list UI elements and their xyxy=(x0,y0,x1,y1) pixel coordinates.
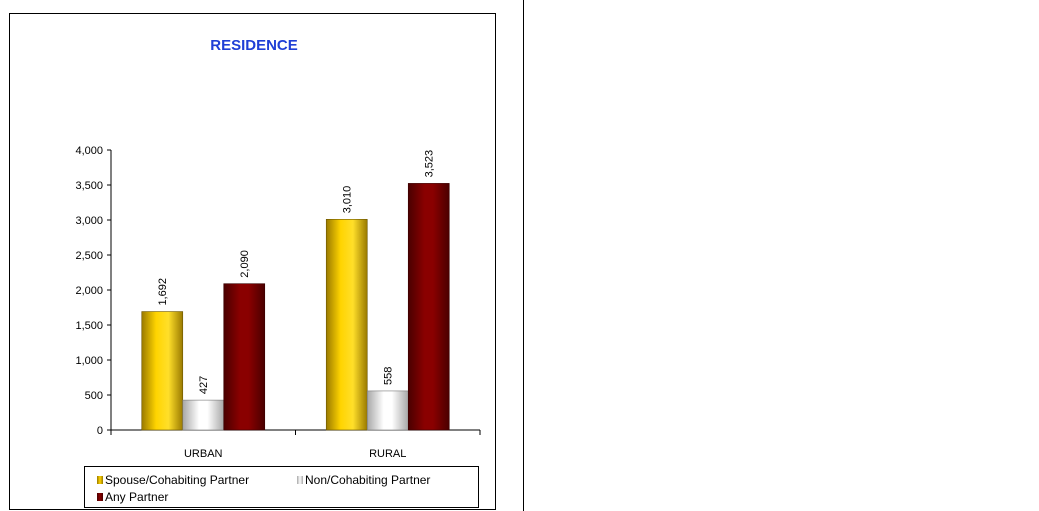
bar xyxy=(223,283,266,431)
x-category-label: URBAN xyxy=(184,448,223,460)
legend-label-any-partner: Any Partner xyxy=(105,490,169,504)
y-tick-label: 0 xyxy=(97,425,103,437)
y-tick-label: 3,000 xyxy=(75,215,103,227)
y-tick-label: 4,000 xyxy=(75,145,103,157)
bar xyxy=(182,399,225,431)
y-tick-label: 500 xyxy=(85,390,103,402)
bars: 1,692 427 2,090 3,010 558 3,523 xyxy=(141,150,450,431)
legend: Spouse/Cohabiting Partner Non/Cohabiting… xyxy=(84,466,479,508)
bar xyxy=(325,219,368,431)
legend-item-any-partner: Any Partner xyxy=(97,490,168,504)
bar xyxy=(407,183,450,431)
x-category-label: RURAL xyxy=(369,448,406,460)
y-tick-label: 2,000 xyxy=(75,285,103,297)
y-tick-label: 3,500 xyxy=(75,180,103,192)
legend-swatch-non-cohabiting xyxy=(297,476,303,484)
chart-frame: RESIDENCE 0 500 1,000 1,500 2,000 2,500 3,000 3… xyxy=(9,13,496,510)
y-tick-label: 1,000 xyxy=(75,355,103,367)
bar xyxy=(366,390,409,431)
panel-divider xyxy=(523,0,524,511)
bar-data-label: 1,692 xyxy=(157,278,169,306)
bar-chart: RESIDENCE 0 500 1,000 1,500 2,000 2,500 3,000 3… xyxy=(75,37,481,460)
bar-data-label: 558 xyxy=(383,367,395,385)
legend-item-non-cohabiting: Non/Cohabiting Partner xyxy=(297,473,430,487)
bar-data-label: 2,090 xyxy=(239,250,251,278)
legend-label-non-cohabiting: Non/Cohabiting Partner xyxy=(305,473,431,487)
legend-label-spouse: Spouse/Cohabiting Partner xyxy=(105,473,250,487)
legend-swatch-spouse xyxy=(97,476,103,484)
bar-data-label: 3,010 xyxy=(342,186,354,214)
legend-swatch-any-partner xyxy=(97,493,103,501)
bar-data-label: 3,523 xyxy=(424,150,436,178)
chart-title: RESIDENCE xyxy=(210,37,298,54)
y-tick-label: 2,500 xyxy=(75,250,103,262)
bar-data-label: 427 xyxy=(198,376,210,394)
legend-item-spouse: Spouse/Cohabiting Partner xyxy=(97,473,249,487)
bar xyxy=(141,311,184,431)
y-tick-label: 1,500 xyxy=(75,320,103,332)
axes: 0 500 1,000 1,500 2,000 2,500 3,000 3,500 4,000 U… xyxy=(75,145,481,460)
